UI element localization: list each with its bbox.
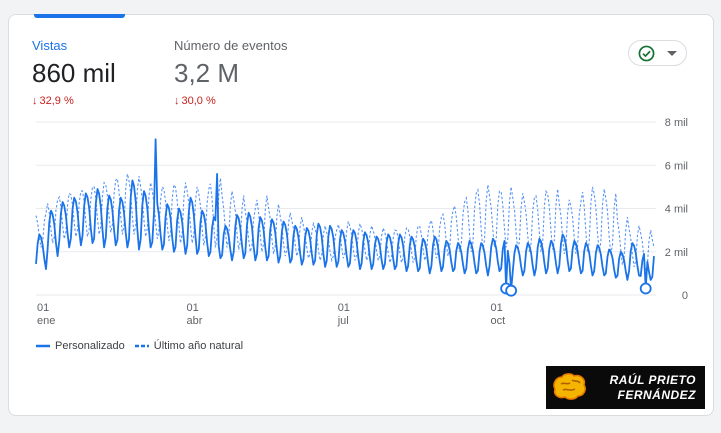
y-tick-label: 8 mil — [665, 117, 688, 129]
x-tick-day: 01 — [187, 302, 199, 314]
legend-swatch-dashed — [134, 344, 149, 348]
x-tick-month: jul — [337, 315, 349, 327]
annotation-marker[interactable] — [505, 284, 518, 297]
compare-dropdown-button[interactable] — [628, 40, 687, 66]
x-tick-month: abr — [187, 315, 203, 327]
brand-watermark: RAÚL PRIETO FERNÁNDEZ — [546, 366, 705, 409]
y-tick-label: 2 mil — [665, 247, 688, 259]
annotation-marker[interactable] — [639, 282, 652, 295]
metric-value: 860 mil — [32, 58, 116, 88]
metric-label: Número de eventos — [174, 38, 288, 53]
series-line-previous — [35, 173, 655, 272]
x-tick-day: 01 — [491, 302, 503, 314]
metric-change-value: 30,0 % — [181, 95, 216, 107]
metric-tab-vistas[interactable]: Vistas 860 mil ↓ 32,9 % — [32, 38, 116, 107]
brand-name-line1: RAÚL PRIETO — [609, 373, 696, 387]
metric-change-value: 32,9 % — [39, 95, 74, 107]
x-tick-month: ene — [37, 315, 55, 327]
chevron-down-icon — [667, 51, 677, 56]
brain-logo-icon — [553, 373, 586, 400]
legend-item-current[interactable]: Personalizado — [36, 340, 125, 352]
series-line-current — [35, 138, 655, 292]
legend-swatch-solid — [36, 344, 50, 348]
arrow-down-icon: ↓ — [32, 95, 38, 107]
x-tick-day: 01 — [37, 302, 49, 314]
metric-change: ↓ 32,9 % — [32, 95, 116, 107]
arrow-down-icon: ↓ — [174, 95, 180, 107]
y-tick-label: 6 mil — [665, 160, 688, 172]
brand-name-line2: FERNÁNDEZ — [617, 388, 696, 402]
y-tick-label: 0 — [682, 290, 688, 302]
x-tick-month: oct — [491, 315, 506, 327]
chart-legend: Personalizado Último año natural — [36, 339, 250, 352]
legend-label: Último año natural — [153, 340, 244, 352]
y-tick-label: 4 mil — [665, 204, 688, 216]
metric-tab-eventos[interactable]: Número de eventos 3,2 M ↓ 30,0 % — [174, 38, 287, 107]
metric-change: ↓ 30,0 % — [174, 95, 287, 107]
active-metric-indicator — [34, 14, 125, 18]
legend-label: Personalizado — [55, 340, 125, 352]
metric-label: Vistas — [32, 38, 68, 53]
check-circle-icon — [638, 45, 655, 62]
metric-value: 3,2 M — [174, 58, 240, 88]
x-tick-day: 01 — [338, 302, 350, 314]
legend-item-previous[interactable]: Último año natural — [134, 340, 244, 352]
